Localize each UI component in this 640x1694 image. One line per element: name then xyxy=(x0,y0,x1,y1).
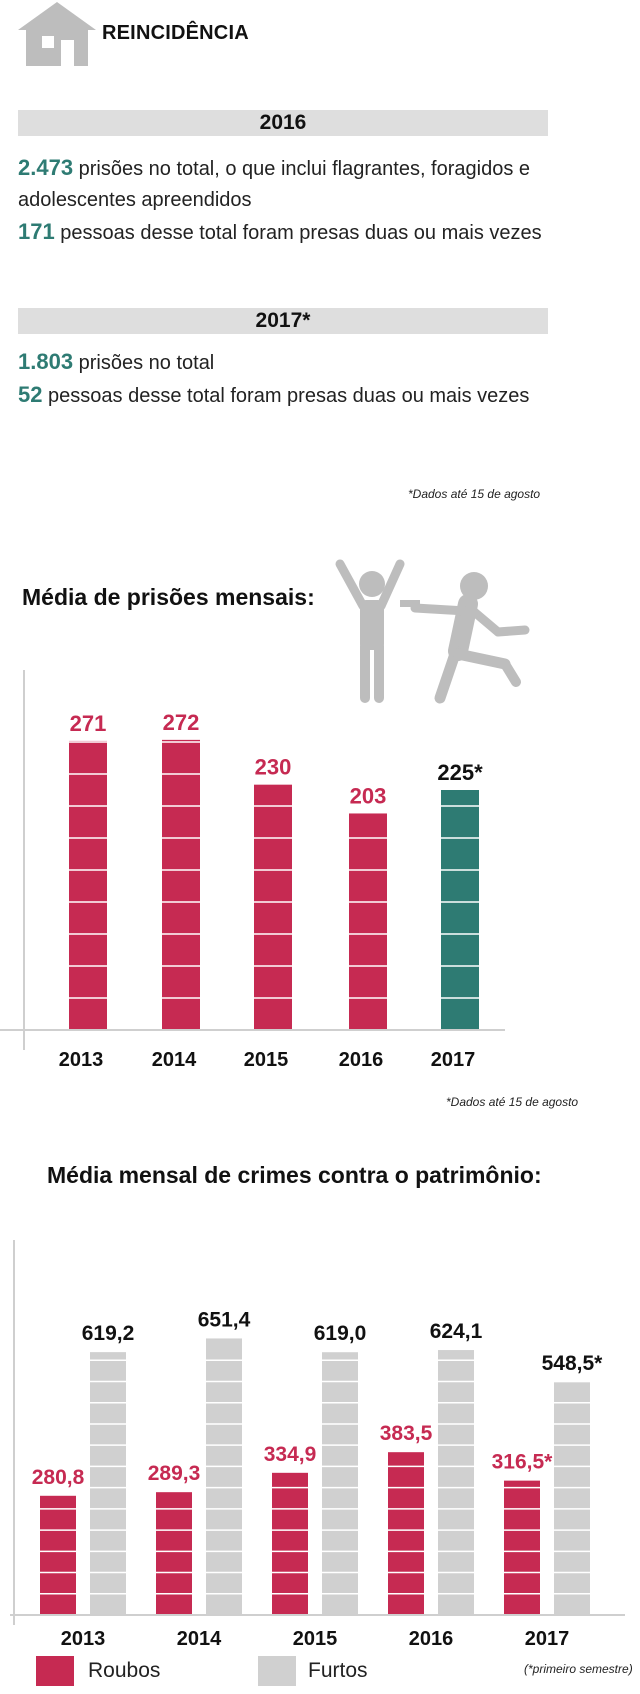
value-label-2016: 203 xyxy=(350,783,387,808)
value-label-furtos-2014: 651,4 xyxy=(198,1308,251,1331)
bar-roubos-2017 xyxy=(504,1480,540,1615)
value-label-roubos-2016: 383,5 xyxy=(380,1422,433,1445)
value-label-2014: 272 xyxy=(163,710,200,735)
legend-label-furtos: Furtos xyxy=(308,1659,368,1682)
house-icon xyxy=(18,0,96,68)
value-label-roubos-2015: 334,9 xyxy=(264,1443,317,1466)
page-title: REINCIDÊNCIA xyxy=(102,22,249,44)
bar-roubos-2015 xyxy=(272,1472,308,1615)
value-label-roubos-2013: 280,8 xyxy=(32,1466,85,1489)
category-label-2017: 2017 xyxy=(525,1628,570,1650)
category-label-2016: 2016 xyxy=(409,1628,454,1650)
arrest-scene-icon xyxy=(330,556,545,706)
stats-2017: 1.803 prisões no total 52 pessoas desse … xyxy=(18,346,558,412)
stat-line: 1.803 prisões no total xyxy=(18,349,215,374)
stat-line: 52 pessoas desse total foram presas duas… xyxy=(18,382,530,407)
chart-property-crimes: 280,8 619,2 2013 289,3 651,4 2014 334,9 619,0 20… xyxy=(10,1240,625,1650)
value-label-furtos-2017: 548,5* xyxy=(542,1352,604,1375)
bar-furtos-2016 xyxy=(438,1350,474,1615)
category-label-2013: 2013 xyxy=(59,1049,104,1071)
category-label-2014: 2014 xyxy=(152,1049,197,1071)
value-label-furtos-2013: 619,2 xyxy=(82,1322,135,1345)
value-label-furtos-2016: 624,1 xyxy=(430,1320,483,1343)
legend-swatch-roubos xyxy=(36,1656,74,1686)
chart2-title: Média mensal de crimes contra o patrimôn… xyxy=(47,1162,542,1188)
footnote-dados-chart1: *Dados até 15 de agosto xyxy=(446,1095,579,1109)
category-label-2015: 2015 xyxy=(293,1628,338,1650)
bar-2015 xyxy=(254,784,292,1030)
bar-furtos-2014 xyxy=(206,1338,242,1615)
bar-2017 xyxy=(441,790,479,1030)
bar-2014 xyxy=(162,739,200,1030)
bar-2016 xyxy=(349,813,387,1030)
category-label-2013: 2013 xyxy=(61,1628,106,1650)
footnote-first-semester: (*primeiro semestre) xyxy=(524,1662,633,1676)
year-band-2017: 2017* xyxy=(18,308,548,334)
category-label-2017: 2017 xyxy=(431,1049,476,1071)
bar-roubos-2013 xyxy=(40,1495,76,1615)
bar-2013 xyxy=(69,740,107,1030)
category-label-2015: 2015 xyxy=(244,1049,289,1071)
bar-furtos-2015 xyxy=(322,1352,358,1615)
stats-2016: 2.473 prisões no total, o que inclui fla… xyxy=(18,152,558,249)
stat-line: 171 pessoas desse total foram presas dua… xyxy=(18,219,542,244)
value-label-roubos-2014: 289,3 xyxy=(148,1462,201,1485)
value-label-2013: 271 xyxy=(70,711,107,736)
category-label-2014: 2014 xyxy=(177,1628,222,1650)
bar-roubos-2016 xyxy=(388,1452,424,1615)
chart1-title: Média de prisões mensais: xyxy=(22,584,315,610)
legend-label-roubos: Roubos xyxy=(88,1659,161,1682)
category-label-2016: 2016 xyxy=(339,1049,384,1071)
chart-monthly-arrests: 271 2013 272 2014 230 2015 203 2016 225* 2017 xyxy=(0,670,505,1071)
value-label-furtos-2015: 619,0 xyxy=(314,1322,367,1345)
stat-line: 2.473 prisões no total, o que inclui fla… xyxy=(18,155,531,211)
footnote-dados: *Dados até 15 de agosto xyxy=(408,487,541,501)
value-label-2017: 225* xyxy=(437,760,483,785)
year-band-2016: 2016 xyxy=(18,110,548,136)
legend-swatch-furtos xyxy=(258,1656,296,1686)
bar-roubos-2014 xyxy=(156,1492,192,1615)
bar-furtos-2017 xyxy=(554,1382,590,1615)
value-label-2015: 230 xyxy=(255,755,292,780)
value-label-roubos-2017: 316,5* xyxy=(492,1451,554,1474)
bar-furtos-2013 xyxy=(90,1352,126,1615)
